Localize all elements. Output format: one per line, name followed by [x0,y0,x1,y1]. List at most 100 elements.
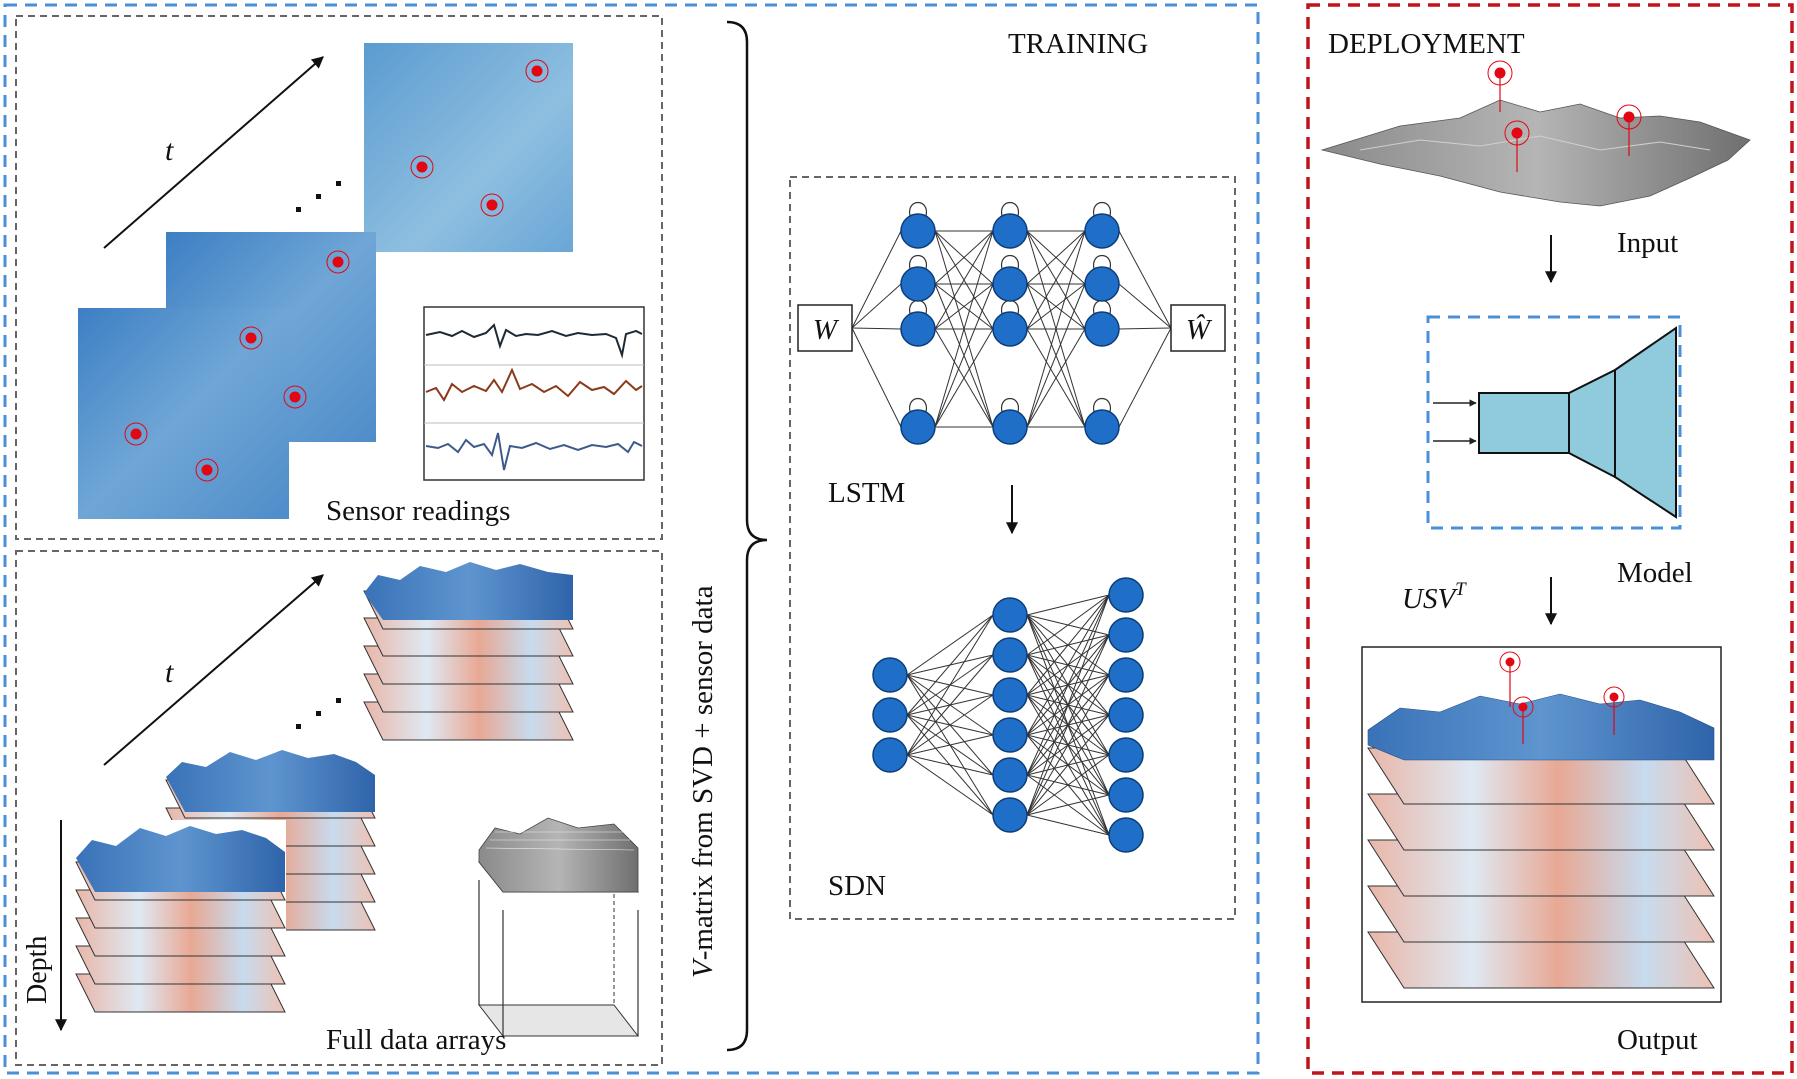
edge-sdn [906,694,994,756]
recurrent-loop [909,254,927,270]
edge-sdn [1026,594,1110,736]
svd-label-base: USV [1402,583,1458,615]
lstm-node-1-2 [900,266,936,302]
lstm-node-2-1 [992,213,1028,249]
brace-label-rest: -matrix from SVD + sensor data [687,585,719,960]
sdn-node-1-2 [872,697,908,733]
lstm-nodes [900,213,1120,445]
sensor-points [124,59,549,482]
model-label: Model [1617,557,1693,589]
edge-sdn [1026,754,1110,816]
lstm-label: LSTM [828,477,905,509]
lstm-node-3-1 [1084,213,1120,249]
edge-sdn [906,614,994,716]
depth-label: Depth [22,936,53,1004]
lstm-connections [851,230,1172,428]
edge-lstm-output [1118,283,1172,329]
time-arrow-top [103,56,324,249]
edge-sdn [1026,674,1110,816]
sdn-label: SDN [828,870,886,902]
data-stack-3 [363,562,574,762]
recurrent-loop [1001,201,1019,217]
ellipsis-top [296,181,341,212]
time-label-bottom: t [165,656,174,689]
output-sensor-pins [1499,651,1625,744]
time-arrow-bottom [103,574,324,766]
recurrent-loop [1093,254,1111,270]
training-border [3,3,1260,1075]
edge-lstm [1026,283,1086,428]
recurrent-loop [909,201,927,217]
training-brace [726,20,768,1052]
edge-input-lstm [851,327,902,330]
sdn-node-3-6 [1108,777,1144,813]
sensor-trace-2 [425,367,643,402]
lstm-node-1-1 [900,213,936,249]
sensor-trace-3 [425,432,643,471]
edge-sdn [906,734,994,756]
lstm-node-1-3 [900,311,936,347]
sdn-node-3-1 [1108,577,1144,613]
model-box [1426,315,1682,530]
edge-sdn [1026,594,1110,816]
recurrent-loop [1093,201,1111,217]
input-sensor-pins [1487,60,1642,172]
ellipsis-bottom [296,698,341,729]
lstm-node-3-3 [1084,311,1120,347]
full-data-caption: Full data arrays [326,1024,506,1056]
sdn-node-2-5 [992,757,1028,793]
edge-lstm-output [1118,327,1172,428]
recurrent-loop [909,397,927,413]
decoder-model-icon [1478,326,1677,519]
edge-lstm [1026,283,1086,330]
deployment-border [1306,3,1794,1075]
sdn-node-3-4 [1108,697,1144,733]
sdn-node-3-2 [1108,617,1144,653]
edge-sdn [1026,634,1110,816]
sdn-node-2-1 [992,597,1028,633]
edge-lstm-output [1118,327,1172,330]
sdn-node-3-5 [1108,737,1144,773]
edge-lstm [1026,328,1086,428]
edge-sdn [906,654,994,756]
edge-lstm [1026,230,1086,330]
edge-sdn [906,754,994,776]
snapshot-frame-3 [364,43,573,252]
lstm-node-2-3 [992,311,1028,347]
input-w-box [797,304,853,352]
sdn-connections [906,594,1110,836]
edge-lstm [934,230,994,285]
edge-lstm [934,230,994,330]
output-w-hat-box [1170,304,1226,352]
sensor-panel [15,15,663,540]
lstm-node-3-4 [1084,409,1120,445]
edge-sdn [1026,594,1110,616]
lstm-node-2-4 [992,409,1028,445]
edge-lstm [934,230,994,428]
edge-lstm [934,283,994,428]
edge-sdn [906,754,994,816]
brace-label-var: V [687,957,719,978]
edge-sdn [1026,594,1110,696]
sdn-node-3-7 [1108,817,1144,853]
sdn-node-2-3 [992,677,1028,713]
edge-lstm [934,283,994,330]
full-data-panel [15,550,663,1066]
edge-sdn [1026,594,1110,776]
edge-input-lstm [851,327,902,428]
output-stack [1361,646,1722,1003]
edge-lstm [1026,230,1086,285]
input-surface [1320,99,1751,207]
recurrent-loop [1001,254,1019,270]
recurrent-loop [1093,397,1111,413]
svd-label-sup: T [1455,579,1467,600]
edge-sdn [1026,714,1110,816]
input-w-label: W [813,314,840,346]
edge-sdn [1026,794,1110,816]
sdn-node-1-3 [872,737,908,773]
training-title: TRAINING [1008,28,1148,60]
sdn-nodes [872,577,1144,853]
edge-lstm [934,328,994,428]
snapshot-frame-1 [78,308,289,519]
